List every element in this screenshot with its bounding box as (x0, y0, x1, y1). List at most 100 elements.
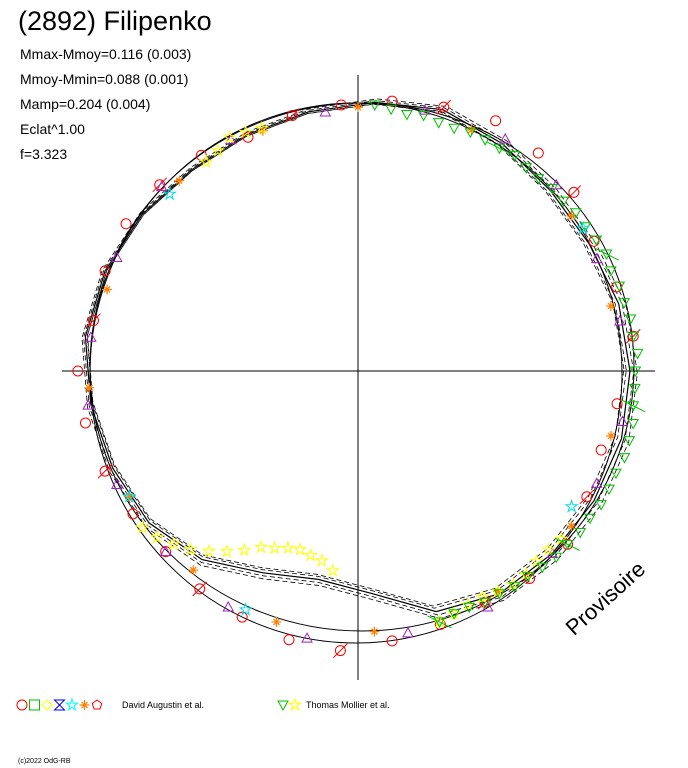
data-point (188, 565, 199, 576)
data-point (238, 602, 253, 616)
data-point (629, 366, 642, 378)
data-point (566, 521, 577, 532)
data-point (479, 135, 491, 146)
data-point (590, 235, 603, 246)
error-bar (487, 141, 512, 155)
data-point (557, 196, 570, 208)
data-point (110, 478, 123, 489)
data-point (590, 252, 603, 264)
data-point (271, 616, 282, 627)
legend-symbol (79, 700, 90, 710)
legend-symbol (29, 699, 40, 711)
data-point (616, 415, 629, 426)
data-point (225, 133, 237, 145)
data-point (618, 298, 630, 309)
data-point (575, 220, 591, 235)
data-point (303, 547, 318, 562)
data-point (570, 208, 582, 219)
data-point (463, 602, 476, 614)
data-point (574, 527, 587, 539)
data-point (120, 218, 132, 230)
data-point (590, 477, 603, 488)
data-point (600, 249, 613, 261)
data-point (631, 348, 644, 360)
error-bar (436, 99, 452, 115)
data-point (623, 436, 636, 447)
data-point (84, 331, 97, 342)
data-point (564, 498, 579, 513)
data-point (508, 150, 521, 162)
data-point (618, 453, 631, 464)
data-point (253, 539, 269, 554)
data-point (135, 520, 150, 534)
legend-symbol (287, 697, 303, 712)
data-point (154, 179, 166, 191)
data-point (401, 110, 413, 121)
legend-symbol (53, 699, 66, 711)
error-bar (621, 399, 646, 413)
data-point (314, 553, 330, 567)
data-point (499, 133, 512, 144)
legend-symbol (41, 699, 53, 711)
reference-circle-inner (89, 102, 623, 644)
data-point (627, 401, 640, 412)
data-point (198, 154, 214, 169)
legend-symbol (277, 700, 289, 712)
data-point (174, 175, 185, 186)
data-point (613, 315, 626, 326)
model-curve-dashed (81, 98, 638, 619)
data-point (475, 589, 490, 604)
data-point (99, 465, 111, 477)
data-point (611, 398, 623, 410)
data-point (242, 131, 254, 143)
data-point (493, 143, 506, 155)
data-point (402, 626, 414, 638)
data-point (222, 129, 237, 144)
data-point (386, 635, 398, 647)
error-bar (594, 247, 619, 261)
data-point (102, 284, 113, 295)
data-point (466, 124, 477, 135)
data-point (159, 545, 172, 557)
data-point (566, 210, 577, 221)
data-point (292, 541, 308, 556)
data-point (335, 99, 347, 111)
data-point (385, 104, 397, 116)
data-point (82, 399, 94, 410)
crosshair-axes (62, 75, 655, 680)
data-point (124, 491, 135, 502)
model-curve-dashed (83, 100, 635, 616)
data-point (301, 632, 313, 643)
data-point (629, 383, 641, 395)
legend-label-mollier: Thomas Mollier et al. (306, 700, 390, 710)
data-point (605, 266, 617, 277)
error-bar (97, 463, 113, 479)
data-point (492, 586, 503, 597)
data-point (127, 508, 139, 520)
data-point (432, 118, 445, 129)
stat-mmoy-mmin: Mmoy-Mmin=0.088 (0.001) (20, 71, 189, 87)
data-point (438, 101, 450, 113)
data-point (238, 124, 253, 139)
data-point (610, 468, 622, 480)
data-point (369, 626, 380, 637)
data-point (627, 331, 640, 343)
error-bar (285, 108, 300, 123)
data-point (155, 180, 168, 192)
data-point (613, 281, 626, 293)
data-point (254, 120, 270, 135)
data-point (508, 582, 521, 593)
legend-marks (16, 697, 303, 712)
data-point (595, 500, 607, 511)
data-point (603, 484, 615, 496)
data-point (79, 417, 91, 429)
data-points (72, 95, 646, 658)
data-point (283, 634, 295, 646)
legend-label-augustin: David Augustin et al. (122, 700, 205, 710)
stat-mamp: Mamp=0.204 (0.004) (20, 96, 151, 112)
data-point (479, 597, 491, 609)
data-point (325, 563, 341, 577)
data-point (417, 110, 430, 122)
data-point (280, 540, 296, 555)
